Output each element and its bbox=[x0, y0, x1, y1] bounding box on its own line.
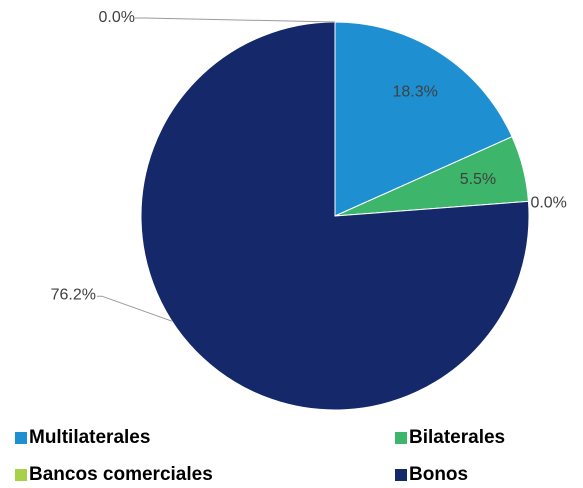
pie-slice bbox=[334, 21, 513, 217]
legend-label: Bancos comerciales bbox=[29, 464, 213, 485]
leader-line bbox=[96, 295, 173, 322]
value-label: 5.5% bbox=[460, 171, 496, 188]
value-label: 76.2% bbox=[51, 286, 96, 303]
legend-label: Multilaterales bbox=[29, 427, 150, 448]
legend-swatch bbox=[15, 469, 27, 481]
legend-swatch bbox=[395, 469, 407, 481]
legend-swatch bbox=[15, 432, 27, 444]
value-label: 18.3% bbox=[392, 83, 437, 100]
value-label: 0.0% bbox=[99, 9, 135, 26]
legend-swatch bbox=[395, 432, 407, 444]
value-label: 0.0% bbox=[530, 195, 566, 212]
pie-slice bbox=[140, 21, 530, 411]
leader-line bbox=[135, 17, 336, 23]
legend-label: Bilaterales bbox=[409, 427, 505, 448]
legend-label: Bonos bbox=[409, 464, 468, 485]
